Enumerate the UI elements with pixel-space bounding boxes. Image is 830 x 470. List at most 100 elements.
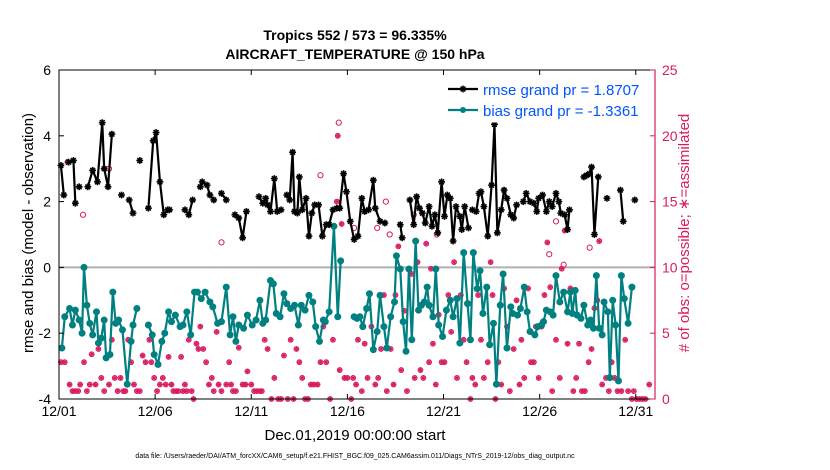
- rmse-point: [510, 214, 518, 222]
- marker-stroke: [603, 195, 610, 202]
- marker-stroke: [354, 233, 361, 240]
- marker-stroke: [272, 375, 277, 381]
- marker-stroke: [449, 329, 454, 335]
- obs-assimilated-point: [564, 340, 571, 347]
- marker-stroke: [620, 218, 627, 225]
- legend-rmse-marker: [459, 85, 467, 93]
- rmse-point: [503, 194, 511, 202]
- marker-stroke: [203, 359, 209, 365]
- rmse-point: [539, 191, 546, 199]
- marker-stroke: [422, 220, 429, 226]
- obs-assimilated-point: [261, 336, 268, 343]
- rmse-point: [166, 206, 173, 214]
- obs-assimilated-star: [262, 337, 268, 343]
- obs-assimilated-point: [516, 381, 523, 388]
- bias-point: [161, 329, 169, 337]
- obs-assimilated-point: [541, 292, 548, 298]
- rmse-point: [500, 186, 508, 194]
- marker-stroke: [478, 188, 484, 195]
- bias-point: [606, 374, 614, 382]
- obs-assimilated-star: [206, 381, 212, 388]
- marker-stroke: [553, 337, 559, 342]
- marker-stroke: [545, 240, 550, 245]
- rmse-point: [586, 170, 594, 178]
- rmse-point: [294, 209, 301, 217]
- marker-stroke: [511, 346, 516, 352]
- obs-assimilated-star: [559, 266, 565, 272]
- marker-stroke: [115, 388, 120, 394]
- y-axis-label-left: rmse and bias (model - observation): [20, 113, 37, 353]
- marker-stroke: [289, 149, 296, 156]
- obs-assimilated-star: [511, 346, 517, 352]
- marker-stroke: [308, 210, 315, 217]
- marker-stroke: [517, 382, 522, 387]
- obs-possible-point: [552, 218, 560, 225]
- marker-stroke: [345, 375, 350, 381]
- bias-point: [580, 301, 588, 309]
- marker-stroke: [433, 382, 439, 387]
- obs-assimilated-point: [454, 375, 460, 381]
- x-tick-label: 12/31: [618, 403, 653, 419]
- rmse-point: [156, 178, 164, 186]
- obs-assimilated-point: [168, 381, 175, 388]
- rmse-point: [289, 148, 296, 156]
- marker-stroke: [288, 337, 293, 342]
- marker-stroke: [76, 183, 83, 190]
- marker-stroke: [231, 211, 238, 218]
- bias-point: [446, 296, 454, 304]
- marker-stroke: [334, 199, 340, 204]
- bias-point: [439, 332, 447, 340]
- bias-point: [148, 331, 156, 339]
- obs-assimilated-point: [183, 388, 190, 395]
- bias-point: [262, 316, 270, 324]
- obs-assimilated-star: [195, 346, 201, 352]
- marker-stroke: [70, 157, 77, 164]
- bias-point: [408, 336, 416, 344]
- obs-assimilated-point: [228, 381, 234, 388]
- marker-stroke: [362, 341, 367, 346]
- obs-assimilated-star: [481, 375, 487, 381]
- marker-stroke: [399, 367, 404, 373]
- obs-assimilated-star: [498, 381, 504, 388]
- obs-assimilated-star: [433, 381, 439, 388]
- obs-assimilated-star: [142, 359, 149, 365]
- marker-stroke: [434, 229, 441, 236]
- marker-stroke: [522, 375, 527, 381]
- y-tick-label-left: 4: [43, 128, 51, 144]
- bias-point: [283, 300, 291, 308]
- obs-possible-point: [317, 172, 324, 179]
- obs-assimilated-star: [335, 133, 341, 139]
- marker-stroke: [358, 195, 365, 202]
- rmse-point: [456, 213, 464, 220]
- marker-stroke: [473, 208, 480, 215]
- marker-stroke: [89, 352, 94, 357]
- x-tick-label: 12/16: [330, 403, 365, 419]
- marker-stroke: [89, 167, 96, 174]
- obs-assimilated-star: [131, 381, 137, 388]
- obs-assimilated-star: [334, 199, 340, 205]
- bias-point: [232, 337, 240, 345]
- marker-stroke: [536, 375, 541, 381]
- rmse-point: [264, 201, 271, 209]
- marker-stroke: [424, 241, 429, 246]
- marker-stroke: [235, 215, 242, 222]
- obs-assimilated-point: [188, 388, 195, 395]
- obs-assimilated-star: [596, 238, 602, 244]
- obs-assimilated-point: [148, 359, 155, 366]
- marker-stroke: [271, 175, 278, 182]
- rmse-point: [449, 237, 457, 245]
- obs-assimilated-point: [364, 375, 371, 381]
- marker-stroke: [442, 359, 447, 365]
- marker-stroke: [157, 382, 163, 387]
- bias-point: [276, 313, 284, 321]
- bias-point: [325, 308, 333, 316]
- bias-point: [609, 296, 617, 304]
- obs-assimilated-star: [451, 259, 457, 265]
- obs-assimilated-star: [151, 375, 157, 381]
- obs-possible-point: [546, 251, 553, 258]
- obs-assimilated-star: [98, 375, 104, 381]
- marker-stroke: [507, 211, 514, 218]
- obs-assimilated-point: [404, 388, 410, 395]
- obs-assimilated-star: [355, 337, 361, 343]
- marker-stroke: [233, 388, 239, 394]
